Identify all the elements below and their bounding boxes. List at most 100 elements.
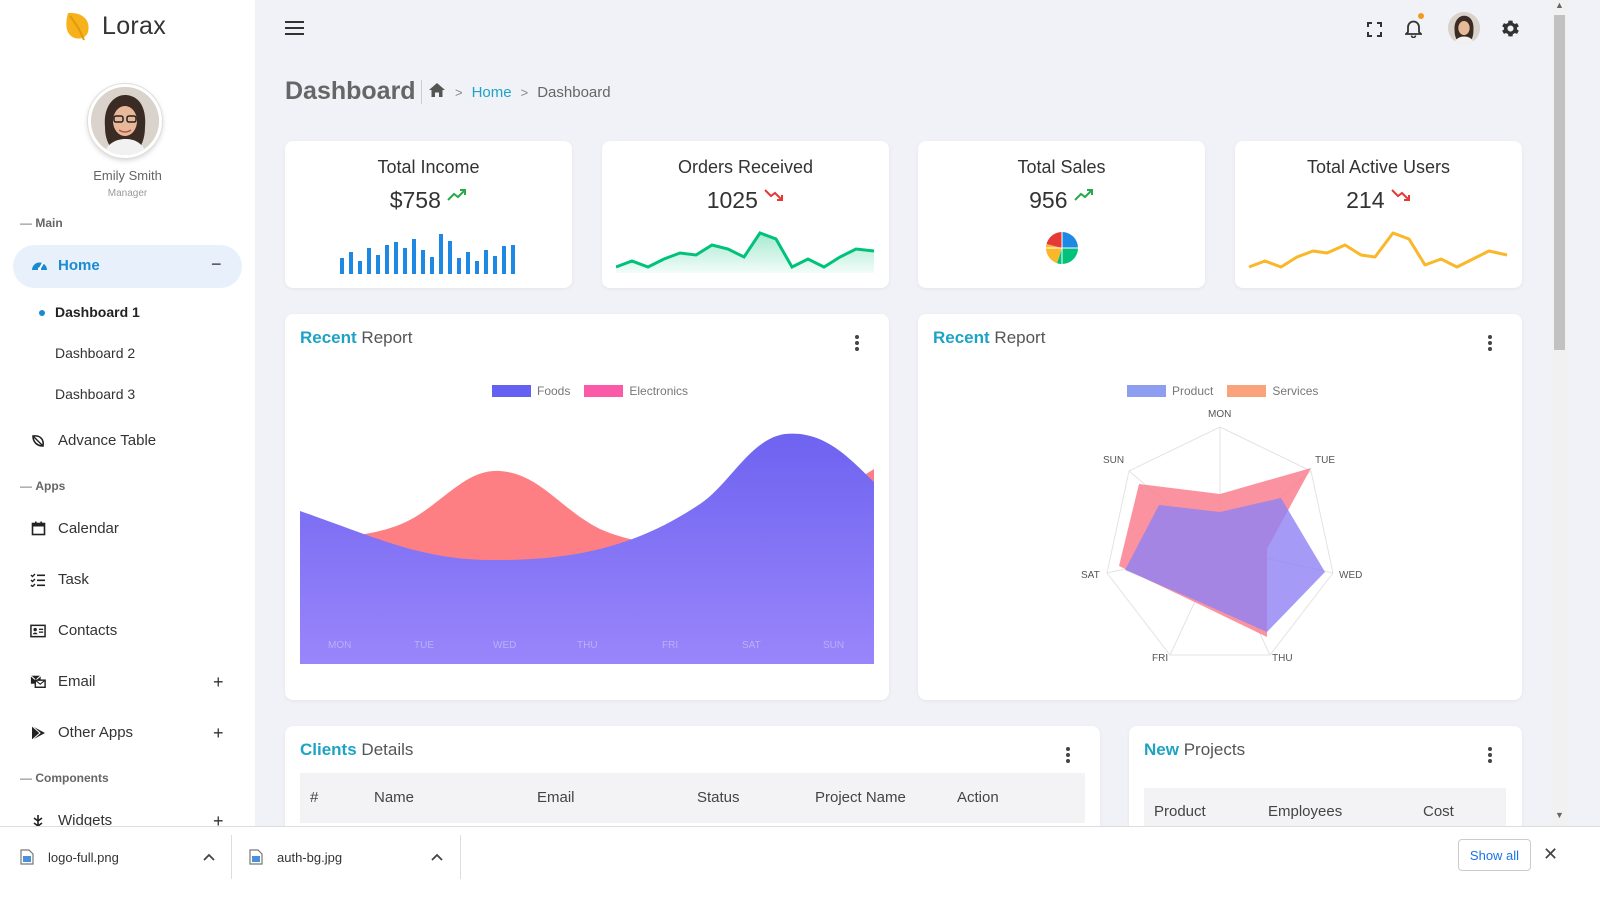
projects-table-header: Product Employees Cost — [1144, 788, 1506, 833]
image-file-icon — [249, 849, 263, 865]
sidebar-item-other-apps[interactable]: Other Apps — [30, 724, 133, 741]
chart-legend: Product Services — [1127, 384, 1318, 398]
play-icon — [30, 725, 46, 741]
calendar-icon — [30, 521, 46, 537]
sidebar-item-label: Calendar — [58, 520, 119, 537]
axis-label: MON — [1208, 409, 1231, 420]
sidebar-item-widgets[interactable]: Widgets — [30, 812, 112, 829]
trend-up-icon — [447, 189, 467, 201]
area-chart: MON TUE WED THU FRI SAT SUN — [300, 433, 874, 664]
more-options-icon[interactable] — [1488, 747, 1492, 765]
brand-name: Lorax — [102, 11, 167, 40]
scroll-up-arrow-icon[interactable]: ▲ — [1555, 0, 1564, 10]
notification-bell-icon[interactable] — [1403, 13, 1424, 39]
sidebar-item-task[interactable]: Task — [30, 571, 89, 588]
profile-avatar[interactable] — [88, 84, 162, 158]
x-tick-label: THU — [577, 640, 598, 651]
sidebar-item-contacts[interactable]: Contacts — [30, 622, 117, 639]
column-header[interactable]: Project Name — [815, 789, 906, 806]
fullscreen-icon[interactable] — [1365, 20, 1383, 38]
x-tick-label: SUN — [823, 640, 844, 651]
trend-down-icon — [764, 189, 784, 201]
scroll-down-arrow-icon[interactable]: ▼ — [1555, 810, 1564, 820]
column-header[interactable]: Cost — [1423, 803, 1454, 820]
scroll-thumb[interactable] — [1554, 15, 1565, 350]
dashboard-gauge-icon — [31, 258, 48, 278]
column-header[interactable]: # — [310, 789, 319, 806]
card-title: Recent Report — [933, 328, 1045, 348]
sidebar-item-advance-table[interactable]: Advance Table — [30, 432, 156, 449]
expand-other-apps-toggle[interactable]: + — [213, 723, 224, 743]
card-title-rest: Projects — [1178, 740, 1246, 759]
hamburger-menu-icon[interactable] — [284, 18, 304, 38]
card-title-accent: Clients — [300, 740, 357, 759]
column-header[interactable]: Product — [1154, 803, 1206, 820]
recent-report-area-card: Recent Report Foods Electronics MON TUE … — [285, 314, 889, 700]
collapse-toggle[interactable]: − — [211, 254, 222, 274]
sidebar-item-email[interactable]: Email — [30, 673, 96, 690]
stat-value-text: 956 — [1029, 187, 1068, 213]
card-title-rest: Details — [356, 740, 414, 759]
legend-swatch-electronics[interactable] — [584, 385, 624, 397]
legend-swatch-foods[interactable] — [492, 385, 531, 397]
chevron-up-icon[interactable] — [203, 853, 215, 861]
column-header[interactable]: Employees — [1268, 803, 1343, 820]
radar-axis-labels: MON TUE WED THU FRI SAT SUN — [1081, 409, 1362, 664]
sidebar-subitem-dashboard-2[interactable]: Dashboard 2 — [55, 345, 136, 361]
sidebar-item-home[interactable]: Home − — [13, 245, 242, 288]
settings-gear-icon[interactable] — [1499, 17, 1521, 39]
download-item[interactable]: auth-bg.jpg — [249, 827, 449, 887]
home-icon[interactable] — [428, 82, 446, 102]
close-download-bar-icon[interactable]: ✕ — [1543, 844, 1559, 864]
show-all-button[interactable]: Show all — [1458, 839, 1531, 871]
expand-email-toggle[interactable]: + — [213, 672, 224, 692]
notification-badge — [1418, 13, 1424, 19]
sidebar-item-label: Task — [58, 571, 89, 588]
product-radar-area — [1125, 498, 1325, 632]
page-scrollbar[interactable]: ▲ ▼ — [1551, 0, 1568, 826]
stat-title: Total Active Users — [1306, 157, 1451, 177]
brand-logo[interactable]: Lorax — [64, 10, 166, 42]
leaf-icon — [30, 433, 46, 449]
avatar-portrait-icon — [91, 87, 159, 155]
sidebar-subitem-dashboard-1[interactable]: Dashboard 1 — [55, 304, 140, 320]
breadcrumb-current: Dashboard — [537, 83, 611, 101]
sidebar-item-label: Advance Table — [58, 432, 157, 449]
breadcrumb-home-link[interactable]: Home — [471, 83, 512, 101]
active-users-line-sparkline — [1248, 231, 1508, 269]
trend-up-icon — [1074, 189, 1093, 201]
more-options-icon[interactable] — [1066, 747, 1070, 765]
x-tick-label: FRI — [662, 640, 678, 651]
x-tick-label: TUE — [414, 640, 434, 651]
sales-pie-sparkline — [1045, 232, 1078, 265]
sidebar-item-calendar[interactable]: Calendar — [30, 520, 119, 537]
more-options-icon[interactable] — [855, 335, 859, 353]
section-label-main: Main — [20, 216, 62, 230]
breadcrumb-separator-icon: > — [520, 84, 529, 100]
chevron-up-icon[interactable] — [431, 853, 443, 861]
column-header[interactable]: Email — [537, 789, 575, 806]
stat-value: 214 — [1235, 187, 1522, 214]
download-item[interactable]: logo-full.png — [20, 827, 220, 887]
download-bar: logo-full.png auth-bg.jpg Show all ✕ — [0, 826, 1600, 900]
x-axis-labels: MON TUE WED THU FRI SAT SUN — [328, 640, 844, 651]
legend-swatch-services[interactable] — [1227, 385, 1267, 397]
legend-swatch-product[interactable] — [1127, 385, 1166, 397]
legend-label: Product — [1172, 384, 1214, 398]
column-header[interactable]: Status — [697, 789, 740, 806]
column-header[interactable]: Name — [374, 789, 415, 806]
card-title: Clients Details — [300, 740, 413, 760]
section-label-apps: Apps — [20, 479, 65, 493]
breadcrumb: > Home > Dashboard — [428, 82, 611, 102]
expand-widgets-toggle[interactable]: + — [213, 811, 224, 831]
more-options-icon[interactable] — [1488, 335, 1492, 353]
card-title-rest: Report — [356, 328, 413, 347]
user-avatar[interactable] — [1448, 12, 1480, 44]
sidebar-subitem-dashboard-3[interactable]: Dashboard 3 — [55, 386, 136, 402]
column-header[interactable]: Action — [957, 789, 999, 806]
sidebar-item-label: Home — [58, 257, 100, 274]
x-tick-label: WED — [493, 640, 516, 651]
axis-label: TUE — [1315, 455, 1335, 466]
task-list-icon — [30, 572, 46, 588]
legend-label: Foods — [537, 384, 571, 398]
